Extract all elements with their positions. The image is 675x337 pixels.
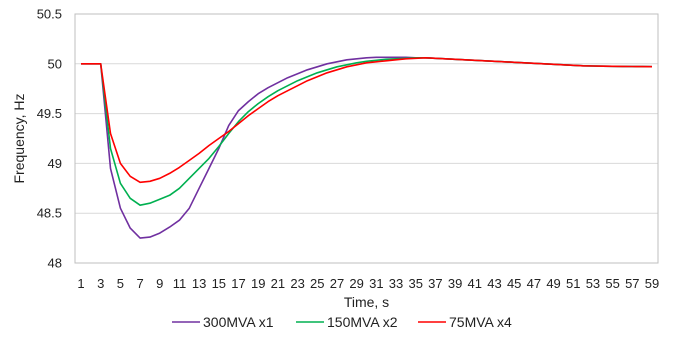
x-tick-label-2: 5 xyxy=(117,276,124,291)
x-tick-label-4: 9 xyxy=(156,276,163,291)
x-tick-label-25: 51 xyxy=(566,276,580,291)
x-tick-label-26: 53 xyxy=(586,276,600,291)
legend: 300MVA x1 150MVA x2 75MVA x4 xyxy=(172,314,512,330)
x-tick-label-23: 47 xyxy=(527,276,541,291)
axes xyxy=(74,13,659,264)
x-tick-label-10: 21 xyxy=(271,276,285,291)
x-tick-label-9: 19 xyxy=(251,276,265,291)
x-tick-label-6: 13 xyxy=(192,276,206,291)
x-tick-label-7: 15 xyxy=(212,276,226,291)
x-tick-label-12: 25 xyxy=(310,276,324,291)
x-tick-label-28: 57 xyxy=(625,276,639,291)
x-tick-label-19: 39 xyxy=(448,276,462,291)
x-tick-label-22: 45 xyxy=(507,276,521,291)
legend-label-0: 300MVA x1 xyxy=(203,314,274,330)
x-tick-label-18: 37 xyxy=(428,276,442,291)
legend-label-2: 75MVA x4 xyxy=(449,314,512,330)
x-tick-label-5: 11 xyxy=(173,276,187,291)
plot-area-border xyxy=(74,13,659,264)
grid-lines xyxy=(75,13,658,264)
y-axis-title: Frequency, Hz xyxy=(11,94,27,184)
x-tick-label-3: 7 xyxy=(136,276,143,291)
x-tick-label-29: 59 xyxy=(645,276,659,291)
x-tick-label-14: 29 xyxy=(349,276,363,291)
x-tick-label-27: 55 xyxy=(605,276,619,291)
y-tick-label-5: 50.5 xyxy=(37,7,62,22)
x-tick-label-24: 49 xyxy=(546,276,560,291)
x-tick-label-20: 41 xyxy=(468,276,482,291)
x-tick-label-11: 23 xyxy=(290,276,304,291)
series-line-0 xyxy=(81,56,653,239)
y-tick-label-4: 50 xyxy=(48,56,62,71)
x-tick-label-0: 1 xyxy=(77,276,84,291)
y-tick-label-1: 48.5 xyxy=(37,206,62,221)
series-line-2 xyxy=(81,56,653,184)
x-tick-label-15: 31 xyxy=(369,276,383,291)
x-tick-label-1: 3 xyxy=(97,276,104,291)
x-tick-label-17: 35 xyxy=(408,276,422,291)
y-tick-label-3: 49.5 xyxy=(37,106,62,121)
x-tick-label-8: 17 xyxy=(231,276,245,291)
x-tick-label-13: 27 xyxy=(330,276,344,291)
legend-label-1: 150MVA x2 xyxy=(327,314,398,330)
x-tick-label-21: 43 xyxy=(487,276,501,291)
series-lines xyxy=(81,56,653,239)
x-axis-title: Time, s xyxy=(344,294,389,310)
y-tick-label-0: 48 xyxy=(48,256,62,271)
y-tick-label-2: 49 xyxy=(48,156,62,171)
x-tick-label-16: 33 xyxy=(389,276,403,291)
series-line-1 xyxy=(81,56,653,206)
